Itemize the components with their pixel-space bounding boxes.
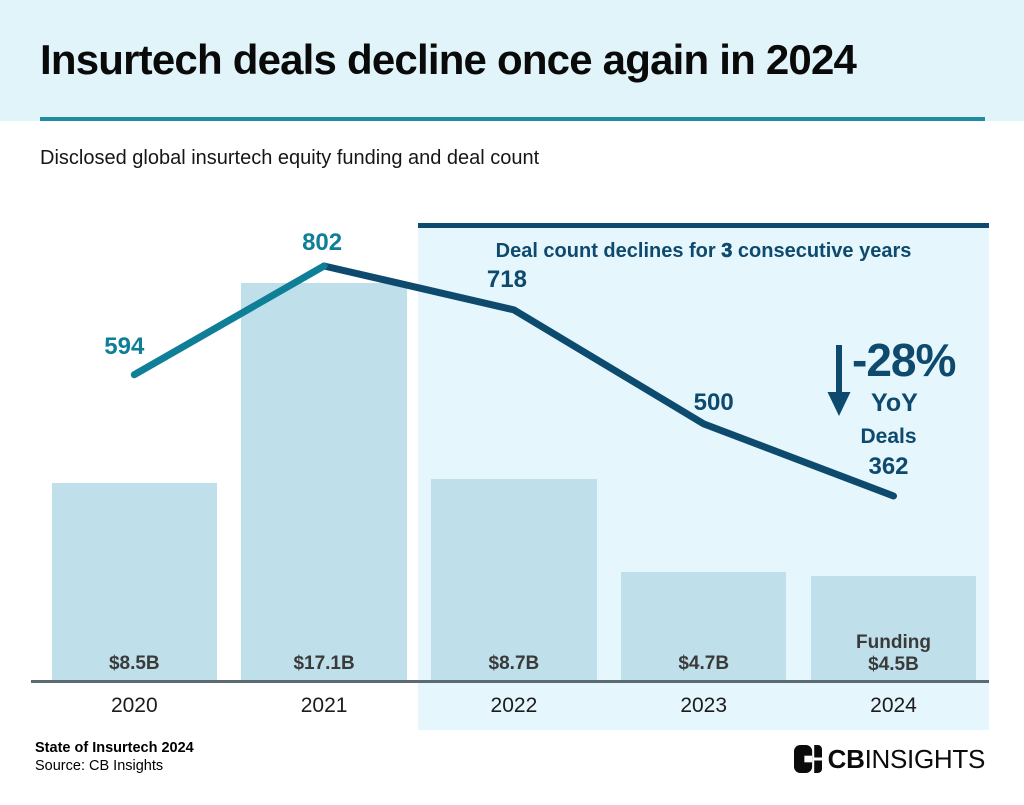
- title-rule: [40, 117, 985, 121]
- logo-cb: CB: [827, 744, 865, 774]
- cbinsights-logo: CBINSIGHTS: [793, 744, 986, 774]
- x-axis-label-2020: 2020: [110, 694, 158, 717]
- bar-value-label-2021: $17.1B: [293, 653, 355, 674]
- report-title: State of Insurtech 2024: [35, 740, 194, 756]
- logo-insights: INSIGHTS: [864, 744, 986, 774]
- deal-count-label-2022: 718: [486, 265, 527, 293]
- funding-bar-2021: [241, 283, 407, 681]
- annotation-text: Deal count declines for 3 consecutive ye…: [418, 240, 989, 263]
- x-axis-label-2023: 2023: [680, 694, 728, 717]
- x-axis-label-2022: 2022: [490, 694, 538, 717]
- annotation-prefix: Deal count declines for: [495, 240, 722, 262]
- annotation-bold-number: 3: [721, 240, 733, 263]
- deal-count-series-label: Deals: [860, 424, 917, 448]
- x-axis-line: [31, 680, 989, 683]
- deal-count-label-2024: 362: [868, 452, 909, 480]
- bar-value-label-2023: $4.7B: [678, 653, 730, 674]
- bar-value-label-2020: $8.5B: [108, 653, 160, 674]
- funding-bar-2024: [810, 576, 977, 681]
- bar-value-label-2022: $8.7B: [488, 653, 540, 674]
- funding-bar-2023: [621, 571, 787, 681]
- cbinsights-logo-icon: [793, 745, 822, 773]
- yoy-change-value: -28%: [852, 334, 956, 386]
- yoy-change-label: YoY: [871, 389, 918, 417]
- source-text: Source: CB Insights: [35, 758, 164, 774]
- funding-bar-2020: [51, 483, 217, 681]
- cbinsights-logo-text: CBINSIGHTS: [827, 744, 986, 774]
- deal-count-label-2021: 802: [302, 228, 343, 256]
- funding-series-label: Funding: [856, 632, 931, 653]
- chart-subtitle: Disclosed global insurtech equity fundin…: [40, 147, 540, 169]
- funding-bar-2022: [431, 478, 597, 681]
- bar-value-label-2024: $4.5B: [868, 654, 919, 675]
- x-axis-label-2024: 2024: [870, 694, 917, 717]
- deal-count-label-2023: 500: [693, 388, 734, 416]
- header-band: [0, 0, 1024, 121]
- annotation-suffix: consecutive years: [732, 240, 912, 262]
- deal-count-label-2020: 594: [104, 332, 145, 360]
- page-title: Insurtech deals decline once again in 20…: [40, 36, 857, 83]
- x-axis-label-2021: 2021: [300, 694, 348, 717]
- down-arrow-icon: [827, 345, 851, 416]
